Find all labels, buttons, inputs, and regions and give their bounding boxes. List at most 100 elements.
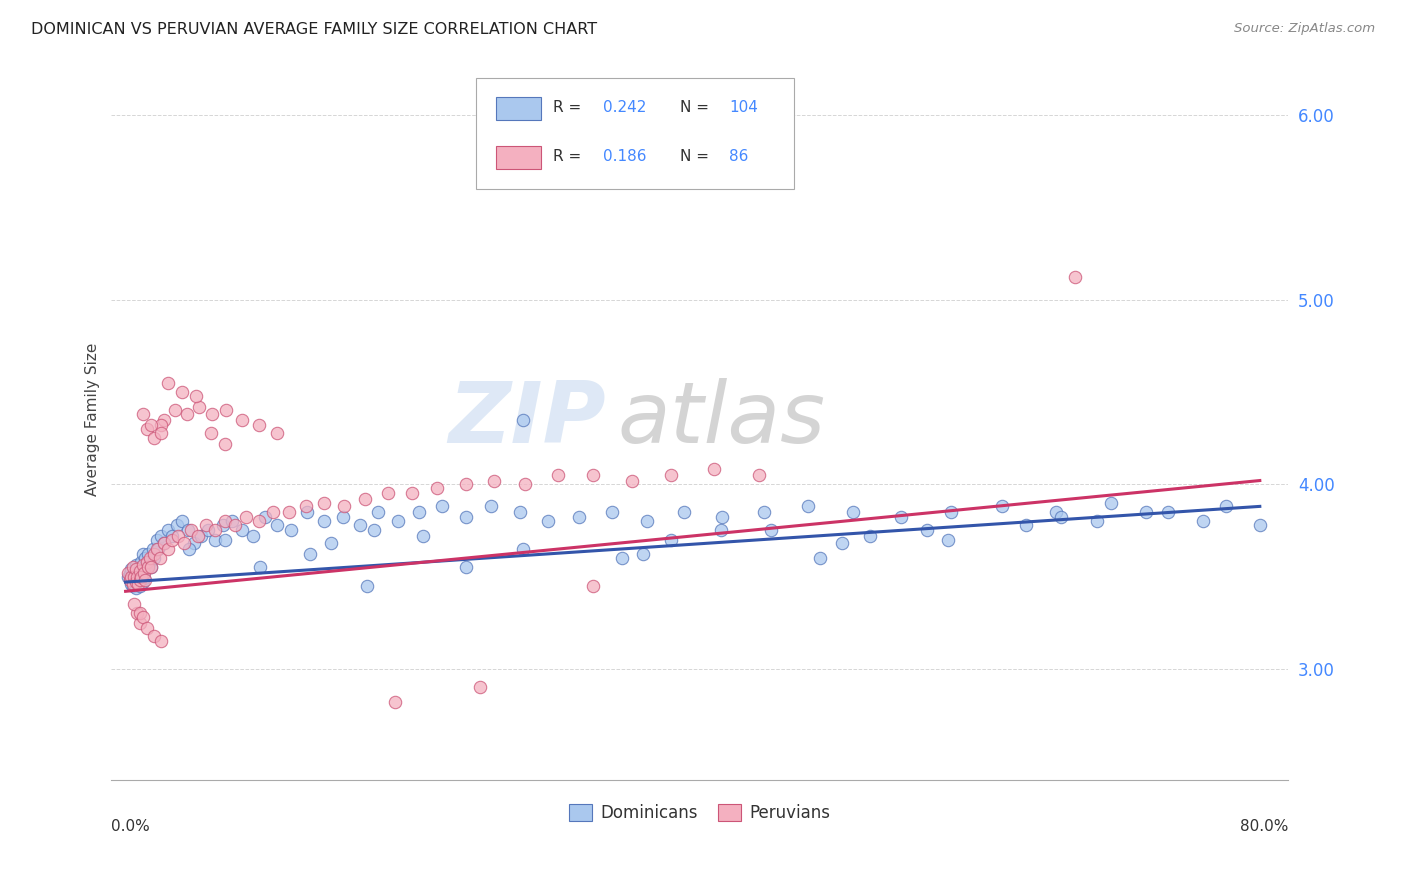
- Text: Source: ZipAtlas.com: Source: ZipAtlas.com: [1234, 22, 1375, 36]
- Point: [582, 579, 605, 593]
- Point: [118, 566, 141, 580]
- Point: [150, 418, 173, 433]
- Point: [124, 581, 146, 595]
- Point: [183, 536, 205, 550]
- Point: [134, 551, 156, 566]
- Point: [125, 569, 148, 583]
- Point: [172, 514, 194, 528]
- Point: [1050, 510, 1073, 524]
- Point: [479, 500, 502, 514]
- Point: [132, 571, 155, 585]
- Point: [1156, 505, 1178, 519]
- Point: [224, 517, 246, 532]
- Point: [231, 412, 253, 426]
- Point: [1085, 514, 1108, 528]
- Point: [703, 462, 725, 476]
- Point: [131, 558, 153, 573]
- Point: [568, 510, 591, 524]
- Bar: [496, 97, 541, 120]
- Point: [468, 681, 491, 695]
- Point: [201, 407, 224, 421]
- Point: [125, 569, 148, 583]
- Point: [188, 400, 211, 414]
- Point: [204, 533, 226, 547]
- Point: [120, 569, 142, 583]
- Point: [620, 474, 643, 488]
- Point: [1192, 514, 1215, 528]
- Point: [631, 548, 654, 562]
- Point: [333, 500, 356, 514]
- Point: [132, 566, 155, 580]
- Point: [153, 536, 176, 550]
- Point: [842, 505, 865, 519]
- Point: [139, 560, 162, 574]
- Point: [162, 533, 184, 547]
- Point: [132, 564, 155, 578]
- Point: [121, 560, 143, 574]
- Point: [515, 477, 537, 491]
- Point: [138, 551, 160, 566]
- Y-axis label: Average Family Size: Average Family Size: [86, 343, 100, 496]
- Point: [312, 496, 335, 510]
- Point: [131, 610, 153, 624]
- Point: [796, 500, 818, 514]
- Point: [231, 524, 253, 538]
- FancyBboxPatch shape: [477, 78, 794, 189]
- Point: [212, 517, 235, 532]
- Point: [363, 524, 385, 538]
- Point: [124, 558, 146, 573]
- Point: [146, 541, 169, 556]
- Point: [117, 566, 139, 580]
- Point: [298, 548, 321, 562]
- Point: [157, 376, 180, 390]
- Point: [118, 573, 141, 587]
- Point: [939, 505, 962, 519]
- Point: [600, 505, 623, 519]
- Point: [139, 418, 162, 433]
- Point: [146, 533, 169, 547]
- Point: [129, 566, 152, 580]
- Point: [142, 431, 165, 445]
- Point: [167, 529, 190, 543]
- Legend: Dominicans, Peruvians: Dominicans, Peruvians: [562, 797, 838, 829]
- Point: [195, 517, 218, 532]
- Point: [512, 412, 534, 426]
- Point: [150, 634, 173, 648]
- Text: R =: R =: [553, 100, 581, 114]
- Point: [710, 524, 733, 538]
- Point: [408, 505, 430, 519]
- Point: [142, 548, 165, 562]
- Point: [176, 407, 198, 421]
- Point: [187, 529, 209, 543]
- Point: [129, 555, 152, 569]
- Point: [177, 524, 200, 538]
- Point: [247, 418, 270, 433]
- Point: [121, 569, 143, 583]
- Point: [295, 505, 318, 519]
- Point: [512, 541, 534, 556]
- Point: [377, 486, 399, 500]
- Text: R =: R =: [553, 149, 581, 163]
- Point: [131, 575, 153, 590]
- Point: [808, 551, 831, 566]
- Point: [122, 573, 145, 587]
- Text: 0.186: 0.186: [603, 149, 647, 163]
- Point: [1135, 505, 1157, 519]
- Point: [890, 510, 912, 524]
- Point: [547, 468, 569, 483]
- Point: [454, 477, 477, 491]
- Text: atlas: atlas: [617, 378, 825, 461]
- Point: [537, 514, 560, 528]
- Point: [153, 412, 176, 426]
- Point: [204, 524, 226, 538]
- Point: [135, 555, 157, 569]
- Point: [124, 575, 146, 590]
- Point: [936, 533, 959, 547]
- Point: [1249, 517, 1271, 532]
- Point: [990, 500, 1012, 514]
- Point: [134, 573, 156, 587]
- Point: [384, 695, 406, 709]
- Point: [186, 389, 208, 403]
- Text: 80.0%: 80.0%: [1240, 819, 1288, 834]
- Point: [249, 560, 271, 574]
